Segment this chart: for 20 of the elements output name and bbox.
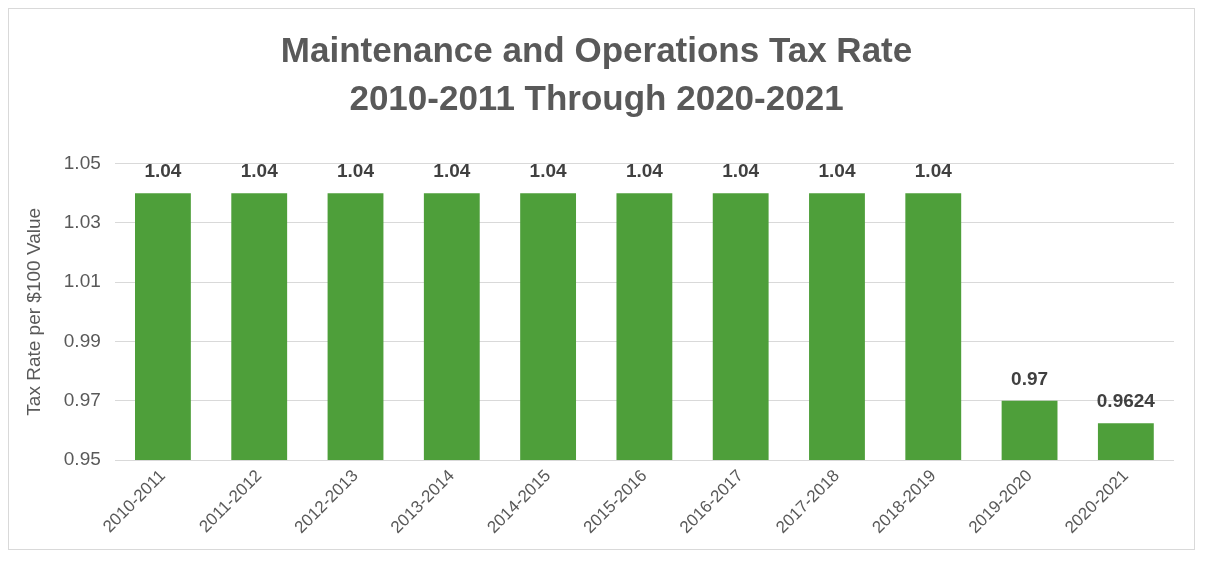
chart-title: Maintenance and Operations Tax Rate	[280, 30, 913, 70]
data-label: 1.04	[337, 159, 375, 181]
y-axis-title: Tax Rate per $100 Value	[22, 207, 44, 416]
data-label: 1.04	[818, 159, 856, 181]
y-tick-label: 1.05	[63, 151, 101, 173]
data-label: 1.04	[914, 159, 953, 181]
y-tick-label: 1.03	[63, 211, 101, 233]
data-label: 0.9624	[1096, 390, 1156, 412]
data-label: 1.04	[144, 159, 182, 181]
chart-subtitle: 2010-2011 Through 2020-2021	[349, 77, 844, 117]
data-label: 1.04	[722, 159, 760, 181]
y-tick-label: 0.99	[63, 329, 101, 351]
y-tick-label: 0.95	[63, 448, 101, 470]
y-tick-label: 1.01	[63, 270, 101, 292]
data-label: 0.97	[1011, 367, 1049, 389]
data-label: 1.04	[529, 159, 568, 181]
data-label: 1.04	[625, 159, 664, 181]
data-label: 1.04	[240, 159, 279, 181]
y-tick-label: 0.97	[63, 389, 101, 411]
data-label: 1.04	[433, 159, 471, 181]
